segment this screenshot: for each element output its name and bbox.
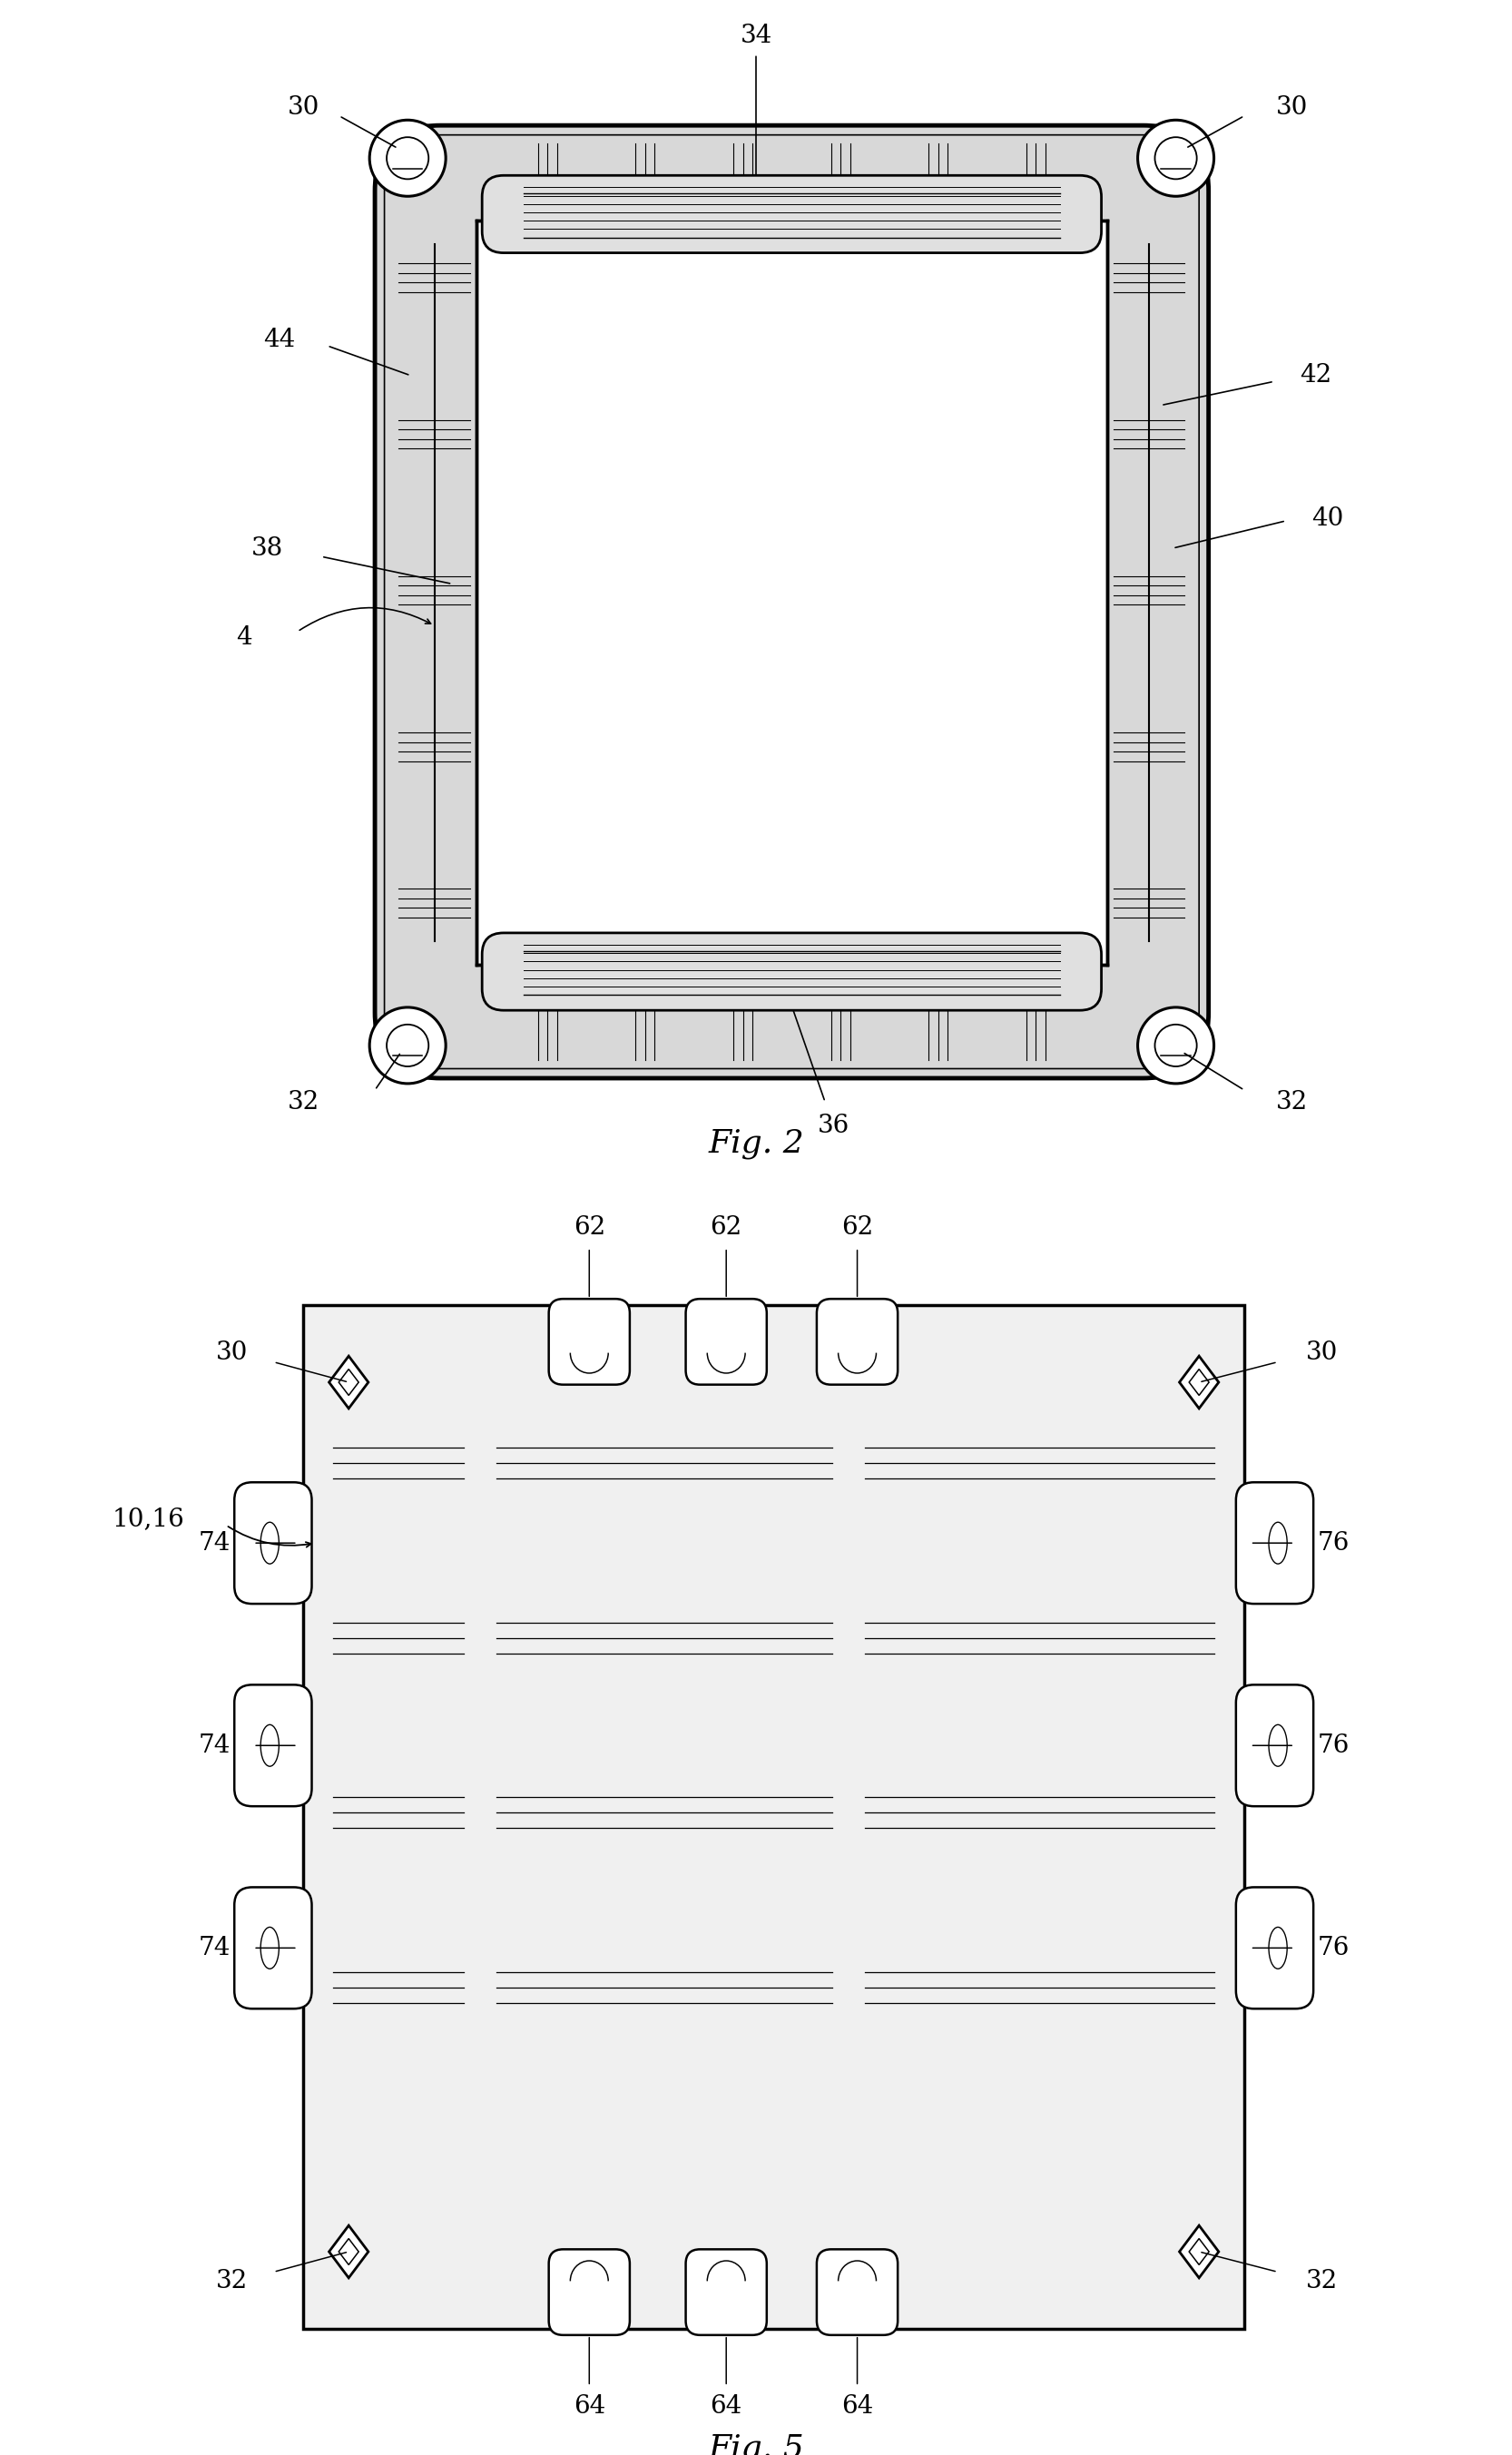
FancyBboxPatch shape bbox=[1235, 1684, 1314, 1807]
Text: 30: 30 bbox=[1306, 1340, 1338, 1365]
FancyBboxPatch shape bbox=[549, 2249, 631, 2335]
Text: 74: 74 bbox=[198, 1532, 230, 1556]
Text: 64: 64 bbox=[573, 2394, 605, 2418]
Bar bbox=[476, 221, 1107, 965]
FancyBboxPatch shape bbox=[482, 174, 1101, 253]
Polygon shape bbox=[1179, 1355, 1219, 1409]
Polygon shape bbox=[330, 1355, 369, 1409]
Bar bbox=[304, 1306, 1244, 2330]
Text: 4: 4 bbox=[236, 626, 253, 651]
Text: 44: 44 bbox=[263, 327, 296, 351]
Text: 64: 64 bbox=[711, 2394, 742, 2418]
Text: 38: 38 bbox=[251, 535, 284, 560]
Text: 32: 32 bbox=[1276, 1090, 1308, 1115]
Text: 64: 64 bbox=[841, 2394, 874, 2418]
FancyBboxPatch shape bbox=[375, 125, 1208, 1078]
Text: 76: 76 bbox=[1317, 1532, 1350, 1556]
Text: 32: 32 bbox=[216, 2268, 248, 2293]
FancyBboxPatch shape bbox=[234, 1483, 311, 1603]
FancyBboxPatch shape bbox=[816, 1299, 898, 1385]
Text: 36: 36 bbox=[818, 1115, 850, 1139]
Polygon shape bbox=[330, 2227, 369, 2278]
Text: 30: 30 bbox=[1276, 96, 1308, 120]
FancyBboxPatch shape bbox=[234, 1888, 311, 2008]
FancyBboxPatch shape bbox=[686, 1299, 767, 1385]
Text: 76: 76 bbox=[1317, 1733, 1350, 1758]
Text: 32: 32 bbox=[1306, 2268, 1338, 2293]
Text: 74: 74 bbox=[198, 1733, 230, 1758]
Circle shape bbox=[1137, 120, 1214, 196]
Text: 40: 40 bbox=[1311, 506, 1344, 530]
Circle shape bbox=[369, 1007, 446, 1083]
Text: 62: 62 bbox=[573, 1215, 605, 1240]
Polygon shape bbox=[1179, 2227, 1219, 2278]
FancyBboxPatch shape bbox=[1235, 1888, 1314, 2008]
Text: Fig. 2: Fig. 2 bbox=[708, 1129, 804, 1159]
FancyBboxPatch shape bbox=[549, 1299, 631, 1385]
FancyBboxPatch shape bbox=[1235, 1483, 1314, 1603]
FancyBboxPatch shape bbox=[686, 2249, 767, 2335]
Text: 34: 34 bbox=[739, 25, 773, 49]
Text: 62: 62 bbox=[841, 1215, 874, 1240]
Text: 62: 62 bbox=[711, 1215, 742, 1240]
Text: 74: 74 bbox=[198, 1935, 230, 1959]
Circle shape bbox=[369, 120, 446, 196]
Text: 42: 42 bbox=[1300, 363, 1332, 388]
Circle shape bbox=[1137, 1007, 1214, 1083]
Text: 30: 30 bbox=[216, 1340, 248, 1365]
FancyBboxPatch shape bbox=[482, 933, 1101, 1011]
Text: 76: 76 bbox=[1317, 1935, 1350, 1959]
Text: 30: 30 bbox=[287, 96, 319, 120]
Text: 32: 32 bbox=[287, 1090, 319, 1115]
FancyBboxPatch shape bbox=[816, 2249, 898, 2335]
Text: 10,16: 10,16 bbox=[112, 1507, 184, 1532]
FancyBboxPatch shape bbox=[234, 1684, 311, 1807]
Text: Fig. 5: Fig. 5 bbox=[708, 2433, 804, 2455]
